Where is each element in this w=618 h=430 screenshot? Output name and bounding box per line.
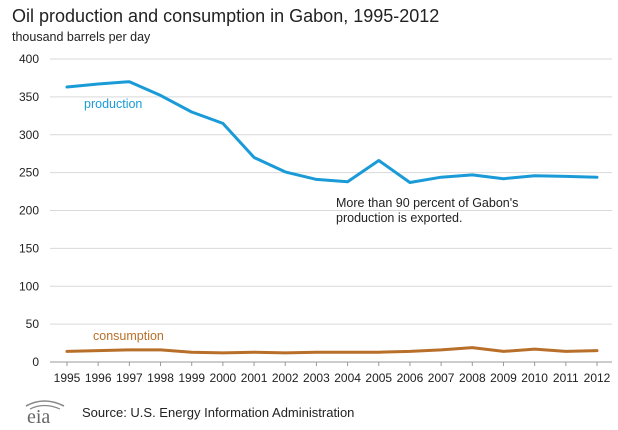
y-tick-label: 400 bbox=[19, 52, 39, 66]
x-tick-label: 1995 bbox=[54, 371, 81, 385]
x-tick-label: 1999 bbox=[178, 371, 205, 385]
gridlines bbox=[50, 58, 612, 363]
x-tick-label: 2009 bbox=[490, 371, 517, 385]
series-label-consumption: consumption bbox=[93, 329, 164, 343]
series-label-production: production bbox=[84, 97, 142, 111]
y-tick-label: 300 bbox=[19, 128, 39, 142]
y-tick-label: 100 bbox=[19, 279, 39, 293]
x-tick-label: 2010 bbox=[521, 371, 548, 385]
x-tick-label: 1996 bbox=[85, 371, 112, 385]
x-tick-label: 2002 bbox=[272, 371, 299, 385]
svg-text:eia: eia bbox=[27, 406, 50, 428]
series-line-production bbox=[65, 80, 599, 184]
x-tick-label: 2006 bbox=[397, 371, 424, 385]
y-axis-label: thousand barrels per day bbox=[12, 30, 151, 44]
x-tick-label: 1998 bbox=[147, 371, 174, 385]
source-text: Source: U.S. Energy Information Administ… bbox=[82, 405, 355, 420]
series-line-consumption bbox=[65, 346, 599, 355]
x-tick-label: 2007 bbox=[428, 371, 455, 385]
y-tick-label: 150 bbox=[19, 241, 39, 255]
x-tick-label: 2000 bbox=[210, 371, 237, 385]
chart-title: Oil production and consumption in Gabon,… bbox=[12, 6, 440, 26]
x-tick-label: 2012 bbox=[584, 371, 611, 385]
x-tick-label: 2003 bbox=[303, 371, 330, 385]
y-tick-label: 50 bbox=[26, 317, 40, 331]
y-tick-label: 250 bbox=[19, 166, 39, 180]
x-axis-ticks: 1995 1996 1997 1998 1999 2000 2001 2002 2003 2004… bbox=[54, 362, 611, 385]
annotation-line-1: More than 90 percent of Gabon's bbox=[336, 196, 518, 210]
x-tick-label: 2008 bbox=[459, 371, 486, 385]
y-tick-label: 350 bbox=[19, 90, 39, 104]
footer: eia Source: U.S. Energy Information Admi… bbox=[0, 398, 618, 430]
x-tick-label: 1997 bbox=[116, 371, 143, 385]
y-tick-label: 0 bbox=[32, 355, 39, 369]
x-tick-label: 2005 bbox=[365, 371, 392, 385]
annotation-line-2: production is exported. bbox=[336, 211, 462, 225]
y-axis-ticks: 0 50 100 150 200 250 300 350 400 bbox=[19, 52, 39, 369]
x-tick-label: 2004 bbox=[334, 371, 361, 385]
x-tick-label: 2011 bbox=[553, 371, 579, 385]
x-tick-label: 2001 bbox=[241, 371, 268, 385]
y-tick-label: 200 bbox=[19, 204, 39, 218]
series-lines bbox=[65, 80, 599, 355]
eia-logo: eia bbox=[25, 400, 65, 428]
